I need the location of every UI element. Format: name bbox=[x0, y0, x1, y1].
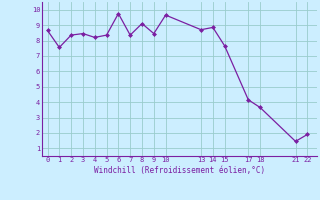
X-axis label: Windchill (Refroidissement éolien,°C): Windchill (Refroidissement éolien,°C) bbox=[94, 166, 265, 175]
